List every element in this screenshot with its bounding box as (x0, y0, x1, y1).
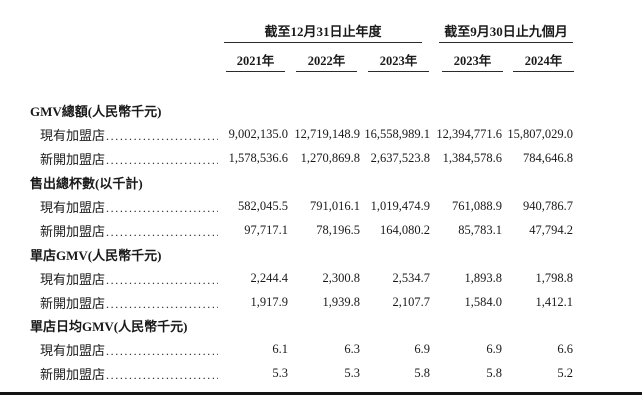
dot-leader (106, 343, 218, 359)
cell-value: 6.6 (557, 342, 573, 357)
cell-value: 97,717.1 (244, 222, 288, 237)
page-bottom-rule (0, 392, 642, 395)
section-header-gmv-total: GMV總額(人民幣千元) (0, 99, 642, 123)
column-header-2021: 2021年 (226, 51, 285, 72)
cell-value: 78,196.5 (316, 222, 360, 237)
row-label: 新開加盟店 (40, 152, 106, 168)
cell-value: 784,646.8 (523, 151, 573, 166)
row-label: 現有加盟店 (40, 200, 106, 215)
column-header-2022: 2022年 (296, 51, 357, 72)
dot-leader (106, 200, 218, 216)
cell-value: 12,719,148.9 (294, 127, 360, 142)
row-label: 新開加盟店 (40, 367, 106, 383)
cell-value: 5.3 (272, 366, 288, 381)
cell-value: 6.9 (486, 342, 502, 357)
dot-leader (106, 224, 218, 240)
row-label-cell: 新開加盟店 (0, 293, 218, 312)
column-header-2023-9m: 2023年 (442, 51, 503, 72)
row-label-cell: 現有加盟店 (0, 340, 218, 359)
cell-value: 6.1 (272, 342, 288, 357)
cell-value: 2,244.4 (250, 270, 289, 285)
cell-value: 6.3 (344, 342, 360, 357)
cell-value: 1,270,869.8 (300, 151, 360, 166)
cell-value: 15,807,029.0 (507, 127, 573, 142)
cell-value: 1,584.0 (464, 294, 503, 309)
cell-value: 5.2 (557, 366, 573, 381)
cell-value: 12,394,771.6 (436, 127, 502, 142)
section-header-per-store-gmv: 單店GMV(人民幣千元) (0, 242, 642, 266)
cell-value: 9,002,135.0 (228, 127, 288, 142)
cell-value: 85,783.1 (458, 222, 502, 237)
cell-value: 47,794.2 (529, 222, 573, 237)
cell-value: 5.8 (414, 366, 430, 381)
cell-value: 1,893.8 (464, 270, 503, 285)
cell-value: 6.9 (414, 342, 430, 357)
row-label-cell: 現有加盟店 (0, 269, 218, 288)
cell-value: 1,578,536.6 (228, 151, 288, 166)
section-title: GMV總額(人民幣千元) (30, 104, 162, 120)
section-header-cups-sold: 售出總杯數(以千計) (0, 171, 642, 195)
row-label: 現有加盟店 (40, 271, 106, 287)
cell-value: 1,917.9 (250, 294, 289, 309)
cell-value: 761,088.9 (452, 199, 502, 213)
column-group-nine-months-ended-sep30: 截至9月30日止九個月 (439, 22, 573, 43)
section-title: 單店GMV(人民幣千元) (30, 247, 162, 263)
cell-value: 1,412.1 (535, 294, 574, 309)
section-title: 單店日均GMV(人民幣千元) (30, 319, 188, 335)
table-row-new-stores-gmv: 新開加盟店 1,578,536.6 1,270,869.8 2,637,523.… (0, 147, 642, 171)
row-label: 現有加盟店 (40, 343, 106, 359)
cell-value: 1,019,474.9 (370, 199, 430, 213)
table-row-existing-stores-per-store-gmv: 現有加盟店 2,244.4 2,300.8 2,534.7 1,893.8 1,… (0, 266, 642, 290)
dot-leader (106, 152, 218, 168)
row-label: 新開加盟店 (40, 295, 106, 311)
cell-value: 1,939.8 (322, 294, 361, 309)
cell-value: 5.3 (344, 366, 360, 381)
dot-leader (106, 128, 218, 144)
cell-value: 16,558,989.1 (364, 127, 430, 142)
table-row-new-stores-cups: 新開加盟店 97,717.1 78,196.5 164,080.2 85,783… (0, 218, 642, 242)
column-header-2024-9m: 2024年 (513, 51, 574, 72)
dot-leader (106, 367, 218, 383)
section-header-per-store-daily-gmv: 單店日均GMV(人民幣千元) (0, 314, 642, 338)
cell-value: 1,798.8 (535, 270, 574, 285)
row-label-cell: 新開加盟店 (0, 149, 218, 168)
dot-leader (106, 296, 218, 312)
cell-value: 164,080.2 (380, 222, 430, 237)
cell-value: 582,045.5 (238, 199, 288, 213)
table-row-existing-stores-daily-gmv: 現有加盟店 6.1 6.3 6.9 6.9 6.6 (0, 338, 642, 362)
cell-value: 940,786.7 (523, 199, 573, 213)
row-label: 新開加盟店 (40, 223, 106, 239)
table-body: GMV總額(人民幣千元) 現有加盟店 9,002,135.0 12,719,14… (0, 99, 642, 386)
row-label: 現有加盟店 (40, 128, 106, 144)
cell-value: 2,300.8 (322, 270, 361, 285)
row-label-cell: 新開加盟店 (0, 221, 218, 240)
table-row-new-stores-daily-gmv: 新開加盟店 5.3 5.3 5.8 5.8 5.2 (0, 362, 642, 386)
dot-leader (106, 272, 218, 288)
cell-value: 1,384,578.6 (442, 151, 502, 166)
cell-value: 791,016.1 (310, 199, 360, 213)
cell-value: 2,107.7 (392, 294, 431, 309)
row-label-cell: 現有加盟店 (0, 197, 218, 216)
table-row-new-stores-per-store-gmv: 新開加盟店 1,917.9 1,939.8 2,107.7 1,584.0 1,… (0, 290, 642, 314)
column-header-2023: 2023年 (368, 51, 429, 72)
cell-value: 2,637,523.8 (370, 151, 430, 166)
table-row-existing-stores-gmv: 現有加盟店 9,002,135.0 12,719,148.9 16,558,98… (0, 123, 642, 147)
column-group-year-ended-dec31: 截至12月31日止年度 (224, 22, 422, 43)
row-label-cell: 現有加盟店 (0, 125, 218, 144)
section-title: 售出總杯數(以千計) (30, 176, 143, 192)
row-label-cell: 新開加盟店 (0, 364, 218, 383)
cell-value: 5.8 (486, 366, 502, 381)
table-row-existing-stores-cups: 現有加盟店 582,045.5 791,016.1 1,019,474.9 76… (0, 195, 642, 219)
cell-value: 2,534.7 (392, 270, 431, 285)
